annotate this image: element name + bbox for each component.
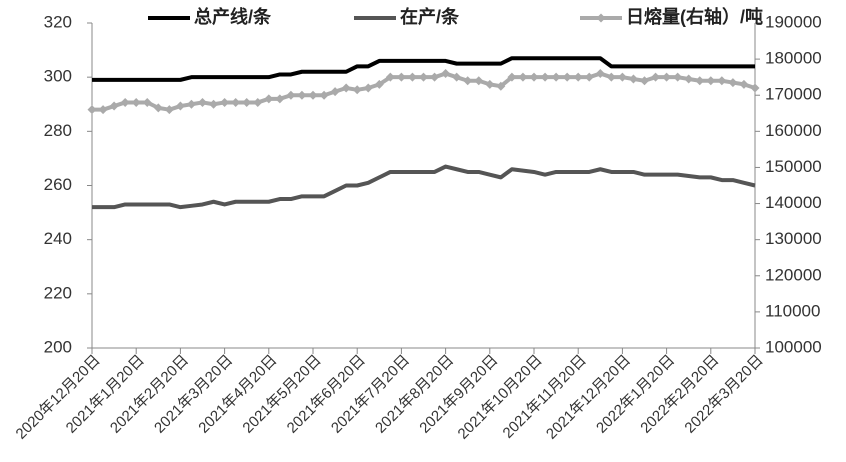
marker (220, 97, 230, 107)
y2-tick-label: 170000 (765, 85, 822, 104)
marker (419, 72, 428, 82)
marker (452, 72, 462, 82)
marker (308, 90, 318, 100)
legend-label: 总产线/条 (194, 6, 272, 27)
marker (352, 85, 362, 95)
marker (264, 94, 274, 104)
marker (717, 76, 727, 86)
marker (253, 97, 263, 107)
marker (695, 76, 705, 86)
legend-marker (596, 13, 606, 23)
marker (606, 72, 616, 82)
x-tick-label: 2021年1月20日 (63, 352, 148, 437)
x-tick-label: 2021年4月20日 (195, 352, 280, 437)
marker (640, 76, 649, 86)
marker (662, 72, 672, 82)
marker (706, 76, 716, 86)
y-tick-label: 260 (44, 175, 72, 194)
marker (142, 97, 152, 107)
x-tick-label: 2021年5月20日 (239, 352, 324, 437)
marker (728, 78, 738, 88)
marker (407, 72, 417, 82)
marker (617, 72, 627, 82)
x-tick-label: 2022年3月20日 (681, 352, 766, 437)
marker (507, 72, 517, 82)
marker (529, 72, 539, 82)
marker (540, 72, 550, 82)
marker (374, 79, 384, 89)
y2-tick-label: 180000 (765, 49, 822, 68)
marker (628, 74, 638, 84)
x-tick-label: 2021年2月20日 (107, 352, 192, 437)
marker (562, 72, 572, 82)
legend-label: 日熔量(右轴）/吨 (626, 6, 763, 27)
legend-label: 在产/条 (400, 6, 460, 27)
marker (396, 72, 406, 82)
marker (363, 83, 373, 93)
y-tick-label: 280 (44, 121, 72, 140)
x-tick-label: 2021年9月20日 (416, 352, 501, 437)
marker (474, 76, 484, 86)
marker (584, 72, 594, 82)
marker (175, 101, 185, 111)
marker (242, 97, 252, 107)
marker (341, 83, 351, 93)
x-tick-label: 2021年6月20日 (284, 352, 369, 437)
marker (275, 94, 285, 104)
marker (153, 103, 163, 113)
series-line (92, 56, 755, 82)
marker (109, 101, 119, 111)
marker (297, 90, 307, 100)
marker (98, 105, 108, 115)
marker (673, 72, 683, 82)
y2-tick-label: 110000 (765, 301, 820, 320)
y2-tick-label: 100000 (765, 337, 822, 356)
marker (209, 99, 219, 109)
marker (87, 105, 97, 115)
marker (231, 97, 241, 107)
y2-tick-label: 140000 (765, 193, 822, 212)
x-tick-label: 2022年1月20日 (593, 352, 678, 437)
marker (463, 76, 473, 86)
marker (573, 72, 583, 82)
marker (164, 105, 174, 115)
marker (750, 83, 760, 93)
marker (684, 74, 694, 84)
marker (385, 72, 395, 82)
x-tick-label: 2021年3月20日 (151, 352, 236, 437)
y2-tick-label: 160000 (765, 121, 822, 140)
marker (595, 69, 605, 79)
y-tick-label: 220 (44, 283, 72, 302)
marker (198, 97, 207, 107)
y-tick-label: 320 (44, 12, 72, 31)
y-tick-label: 240 (44, 229, 72, 248)
y-tick-label: 200 (44, 337, 72, 356)
y2-tick-label: 150000 (765, 157, 822, 176)
marker (131, 97, 141, 107)
series-line (92, 164, 756, 210)
y2-tick-label: 130000 (765, 229, 822, 248)
marker (496, 81, 506, 91)
x-tick-label: 2021年8月20日 (372, 352, 457, 437)
marker (518, 72, 528, 82)
marker (441, 69, 451, 79)
x-tick-label: 2021年7月20日 (328, 352, 413, 437)
marker (186, 99, 196, 109)
marker (651, 72, 661, 82)
marker (739, 79, 749, 89)
y2-tick-label: 120000 (765, 265, 822, 284)
marker (330, 87, 340, 97)
marker (319, 90, 329, 100)
x-tick-label: 2022年2月20日 (637, 352, 722, 437)
marker (485, 79, 495, 89)
y2-tick-label: 190000 (765, 12, 822, 31)
marker (286, 90, 296, 100)
y-tick-label: 300 (44, 67, 72, 86)
marker (551, 72, 561, 82)
marker (430, 72, 440, 82)
marker (120, 97, 130, 107)
